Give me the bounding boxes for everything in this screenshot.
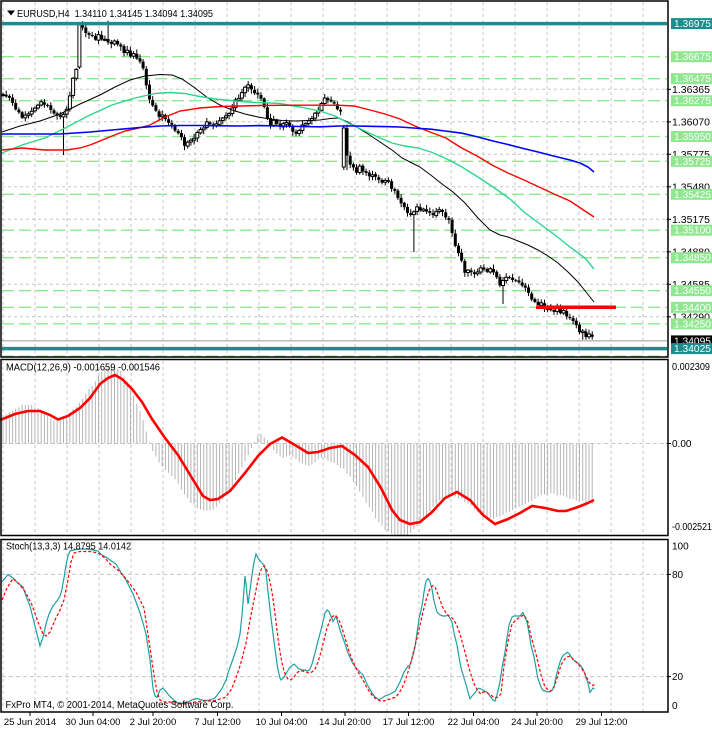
svg-text:1.35425: 1.35425: [674, 190, 711, 201]
svg-text:20: 20: [672, 672, 684, 683]
svg-text:30 Jun 04:00: 30 Jun 04:00: [66, 717, 121, 728]
svg-text:EURUSD,H4 1.34110 1.34145 1.3: EURUSD,H4 1.34110 1.34145 1.34094 1.3409…: [17, 8, 213, 20]
svg-text:25 Jun 2014: 25 Jun 2014: [4, 717, 56, 728]
svg-text:22 Jul 04:00: 22 Jul 04:00: [448, 717, 500, 728]
svg-text:1.34250: 1.34250: [674, 319, 711, 330]
svg-text:1.34290: 1.34290: [672, 312, 710, 323]
svg-text:0.00: 0.00: [672, 439, 692, 450]
svg-text:80: 80: [672, 570, 684, 581]
svg-text:2 Jul 20:00: 2 Jul 20:00: [130, 717, 176, 728]
svg-text:1.36475: 1.36475: [674, 74, 711, 85]
svg-text:1.34025: 1.34025: [674, 344, 711, 355]
svg-text:1.36275: 1.36275: [674, 96, 711, 107]
svg-text:17 Jul 12:00: 17 Jul 12:00: [383, 717, 435, 728]
svg-text:1.36365: 1.36365: [672, 85, 710, 96]
svg-text:1.34400: 1.34400: [674, 303, 711, 314]
svg-text:MACD(12,26,9) -0.001659 -0.001: MACD(12,26,9) -0.001659 -0.001546: [6, 362, 160, 374]
svg-text:1.36675: 1.36675: [674, 52, 711, 63]
svg-text:1.35480: 1.35480: [672, 182, 710, 193]
svg-text:14 Jul 20:00: 14 Jul 20:00: [319, 717, 371, 728]
svg-text:29 Jul 12:00: 29 Jul 12:00: [576, 717, 628, 728]
svg-text:1.35775: 1.35775: [672, 150, 710, 161]
svg-text:0.002309: 0.002309: [672, 362, 710, 373]
svg-text:7 Jul 12:00: 7 Jul 12:00: [194, 717, 240, 728]
svg-text:1.34550: 1.34550: [674, 286, 711, 297]
svg-text:1.35950: 1.35950: [674, 132, 711, 143]
svg-text:1.35100: 1.35100: [674, 226, 711, 237]
svg-text:1.34850: 1.34850: [674, 253, 711, 264]
svg-text:-0.002521: -0.002521: [672, 522, 712, 533]
svg-text:1.35175: 1.35175: [672, 215, 710, 226]
svg-text:0: 0: [672, 701, 678, 712]
svg-text:1.35725: 1.35725: [674, 157, 711, 168]
svg-text:24 Jul 20:00: 24 Jul 20:00: [511, 717, 563, 728]
svg-text:100: 100: [672, 542, 689, 553]
svg-text:FxPro MT4, © 2001-2014, MetaQu: FxPro MT4, © 2001-2014, MetaQuotes Softw…: [6, 700, 234, 711]
svg-text:1.34095: 1.34095: [674, 336, 711, 347]
svg-text:10 Jul 04:00: 10 Jul 04:00: [256, 717, 308, 728]
svg-text:1.36070: 1.36070: [672, 117, 710, 128]
svg-text:Stoch(13,3,3) 14.8795 14.0142: Stoch(13,3,3) 14.8795 14.0142: [6, 541, 131, 553]
svg-text:1.36975: 1.36975: [674, 19, 711, 30]
